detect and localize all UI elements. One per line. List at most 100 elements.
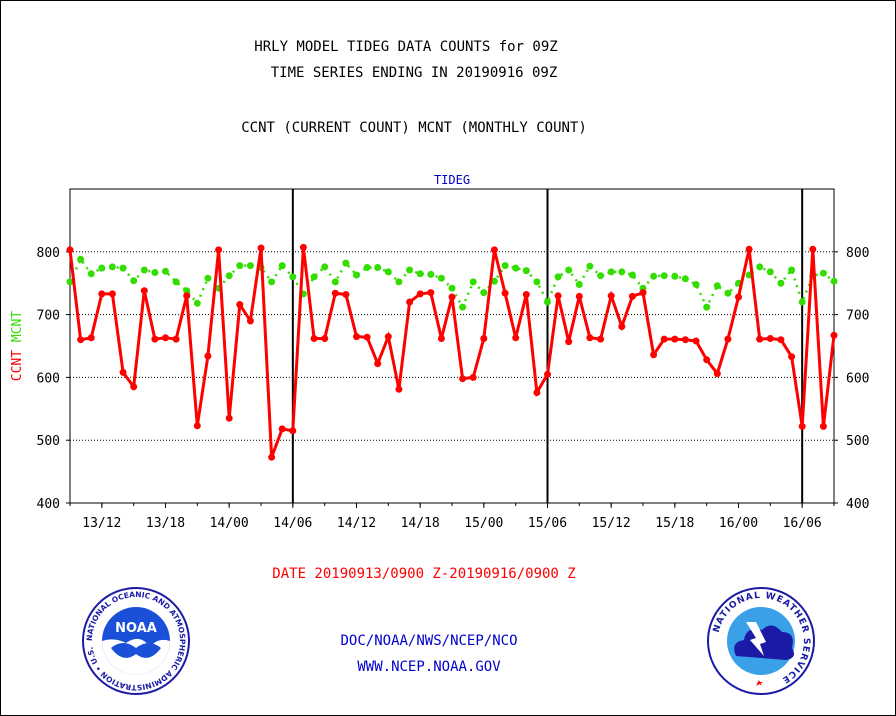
point-mcnt-37 bbox=[459, 303, 467, 311]
y-axis-label-mcnt: MCNT bbox=[10, 311, 25, 342]
y-tick-left-500: 500 bbox=[37, 434, 60, 449]
point-mcnt-59 bbox=[692, 281, 700, 288]
point-ccnt-25 bbox=[331, 289, 339, 297]
chart-title-line1: HRLY MODEL TIDEG DATA COUNTS for 09Z bbox=[254, 39, 558, 55]
y-axis-label: CCNT MCNT bbox=[10, 311, 25, 382]
point-ccnt-45 bbox=[544, 370, 551, 378]
point-ccnt-30 bbox=[384, 333, 392, 341]
point-ccnt-13 bbox=[204, 352, 212, 360]
point-ccnt-26 bbox=[342, 291, 350, 298]
y-tick-right-600: 600 bbox=[846, 371, 869, 386]
x-tick-label-8: 15/12 bbox=[592, 516, 631, 531]
point-ccnt-53 bbox=[628, 292, 636, 300]
point-ccnt-37 bbox=[459, 375, 467, 383]
noaa-logo: NATIONAL OCEANIC AND ATMOSPHERIC ADMINIS… bbox=[81, 586, 190, 695]
point-ccnt-44 bbox=[533, 389, 541, 396]
point-mcnt-31 bbox=[395, 278, 403, 286]
point-ccnt-2 bbox=[87, 334, 95, 342]
point-ccnt-27 bbox=[353, 333, 360, 341]
noaa-text: NOAA bbox=[115, 621, 157, 636]
point-mcnt-3 bbox=[98, 264, 106, 272]
point-ccnt-50 bbox=[597, 335, 605, 343]
point-mcnt-58 bbox=[681, 275, 689, 283]
y-axis-label-ccnt: CCNT bbox=[10, 342, 25, 381]
point-mcnt-25 bbox=[331, 278, 339, 286]
point-ccnt-67 bbox=[777, 336, 785, 344]
point-mcnt-67 bbox=[777, 279, 785, 287]
point-mcnt-56 bbox=[660, 272, 668, 280]
point-mcnt-19 bbox=[268, 278, 276, 286]
point-ccnt-59 bbox=[692, 337, 700, 345]
point-mcnt-21 bbox=[289, 273, 297, 281]
point-ccnt-33 bbox=[416, 290, 424, 298]
website-link[interactable]: WWW.NCEP.NOAA.GOV bbox=[357, 659, 501, 675]
chart-title-line3: CCNT (CURRENT COUNT) MCNT (MONTHLY COUNT… bbox=[241, 120, 587, 136]
point-mcnt-60 bbox=[703, 303, 711, 311]
point-mcnt-62 bbox=[724, 289, 732, 297]
point-mcnt-43 bbox=[522, 267, 530, 275]
point-ccnt-46 bbox=[554, 292, 562, 300]
point-mcnt-36 bbox=[448, 284, 456, 292]
y-tick-left-700: 700 bbox=[37, 309, 60, 324]
point-ccnt-49 bbox=[586, 334, 594, 342]
point-ccnt-8 bbox=[151, 335, 159, 343]
x-tick-label-11: 16/06 bbox=[783, 516, 822, 531]
point-ccnt-29 bbox=[374, 360, 382, 368]
x-tick-label-0: 13/12 bbox=[82, 516, 121, 531]
date-range-label: DATE 20190913/0900 Z-20190916/0900 Z bbox=[272, 566, 576, 582]
point-mcnt-55 bbox=[650, 272, 658, 280]
point-mcnt-35 bbox=[437, 274, 445, 282]
point-mcnt-15 bbox=[225, 272, 233, 280]
point-ccnt-17 bbox=[246, 317, 254, 325]
point-mcnt-2 bbox=[87, 270, 95, 278]
point-ccnt-54 bbox=[639, 289, 647, 297]
point-ccnt-71 bbox=[819, 422, 827, 430]
point-mcnt-24 bbox=[321, 263, 329, 271]
point-ccnt-42 bbox=[512, 334, 520, 342]
point-ccnt-20 bbox=[278, 425, 286, 433]
point-ccnt-65 bbox=[756, 335, 764, 343]
point-mcnt-17 bbox=[246, 262, 254, 270]
point-mcnt-28 bbox=[363, 264, 371, 271]
point-ccnt-58 bbox=[681, 336, 689, 344]
point-ccnt-9 bbox=[162, 334, 169, 342]
plot-area-frame bbox=[69, 188, 835, 504]
point-mcnt-42 bbox=[512, 264, 520, 272]
point-ccnt-34 bbox=[427, 289, 435, 297]
point-mcnt-5 bbox=[119, 264, 127, 272]
point-ccnt-57 bbox=[671, 335, 679, 343]
point-mcnt-6 bbox=[130, 277, 138, 285]
point-mcnt-68 bbox=[788, 266, 796, 274]
point-ccnt-56 bbox=[660, 335, 668, 343]
point-mcnt-26 bbox=[342, 259, 350, 267]
point-ccnt-5 bbox=[119, 368, 127, 376]
point-ccnt-41 bbox=[501, 289, 509, 297]
point-mcnt-29 bbox=[374, 264, 382, 271]
point-mcnt-49 bbox=[586, 262, 594, 270]
point-mcnt-69 bbox=[798, 298, 806, 306]
y-tick-left-800: 800 bbox=[37, 246, 60, 261]
point-ccnt-66 bbox=[766, 335, 774, 342]
point-ccnt-10 bbox=[172, 335, 180, 343]
y-tick-right-800: 800 bbox=[846, 246, 869, 261]
point-mcnt-8 bbox=[151, 269, 159, 276]
point-ccnt-31 bbox=[395, 385, 403, 393]
point-ccnt-11 bbox=[183, 292, 191, 300]
point-ccnt-12 bbox=[193, 422, 201, 430]
x-tick-label-1: 13/18 bbox=[146, 516, 185, 531]
point-mcnt-48 bbox=[575, 281, 583, 288]
point-ccnt-18 bbox=[257, 244, 265, 252]
y-tick-left-400: 400 bbox=[37, 497, 60, 512]
point-mcnt-47 bbox=[565, 266, 573, 274]
point-mcnt-52 bbox=[618, 268, 626, 276]
point-ccnt-21 bbox=[289, 427, 297, 435]
point-mcnt-33 bbox=[416, 270, 424, 278]
point-mcnt-12 bbox=[193, 299, 201, 307]
point-mcnt-10 bbox=[172, 278, 180, 286]
point-mcnt-34 bbox=[427, 270, 435, 278]
point-mcnt-45 bbox=[544, 298, 551, 306]
point-ccnt-68 bbox=[788, 353, 796, 361]
point-mcnt-53 bbox=[628, 271, 636, 279]
point-mcnt-20 bbox=[278, 262, 286, 270]
agency-label: DOC/NOAA/NWS/NCEP/NCO bbox=[340, 633, 518, 649]
